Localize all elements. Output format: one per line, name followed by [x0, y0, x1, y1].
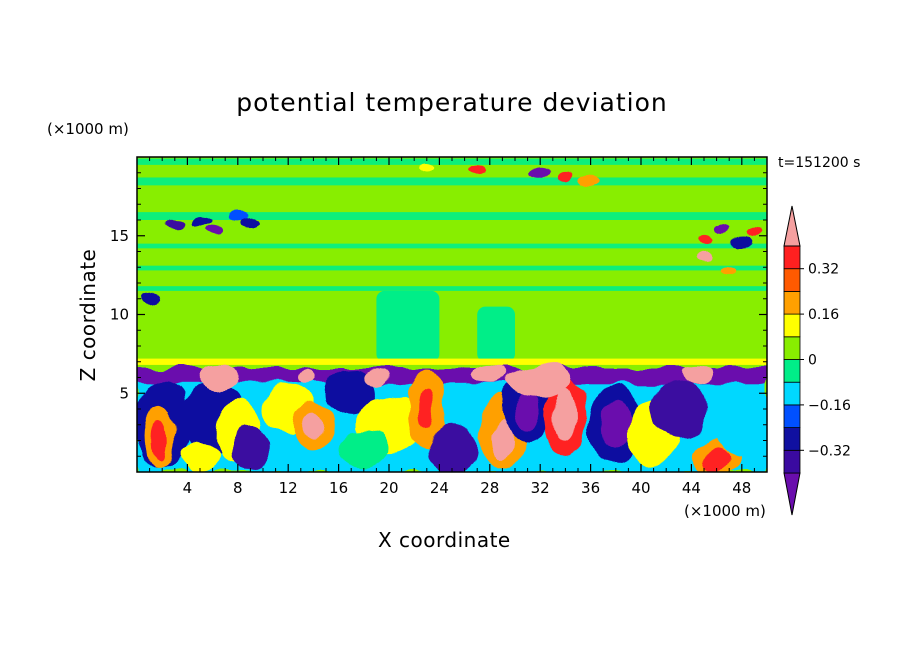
overshoot — [363, 369, 389, 386]
x-tick-label: 36 — [581, 479, 600, 497]
convective-layer — [137, 363, 767, 472]
perturbation — [203, 224, 222, 235]
colorbar-segment — [783, 268, 801, 292]
stratified-band — [137, 212, 767, 220]
y-axis-unit: (×1000 m) — [47, 120, 129, 138]
stratified-band — [137, 243, 767, 249]
stratified-band — [137, 158, 767, 165]
x-tick-label: 40 — [631, 479, 650, 497]
colorbar-label: 0 — [808, 353, 817, 369]
x-tick-label: 16 — [329, 479, 348, 497]
perturbation — [695, 254, 713, 265]
perturbation — [191, 215, 209, 225]
stratified-band — [137, 286, 767, 291]
perturbation — [581, 174, 600, 185]
perturbation — [241, 218, 260, 229]
colorbar-label: −0.16 — [808, 398, 851, 414]
colorbar-segment — [783, 381, 801, 406]
eddy — [600, 401, 631, 449]
x-tick-label: 24 — [430, 479, 449, 497]
y-axis: 5 10 15 — [110, 172, 767, 457]
stratified-band — [137, 265, 767, 271]
perturbation — [695, 233, 713, 244]
teal-plume — [376, 290, 440, 362]
perturbation — [556, 170, 575, 181]
x-tick-label: 8 — [233, 479, 243, 497]
eddy — [704, 448, 730, 471]
temperature-field — [137, 157, 767, 472]
overshoot — [508, 364, 572, 397]
colorbar-segment — [783, 290, 801, 315]
eddy — [555, 388, 576, 446]
y-tick-label: 10 — [110, 306, 129, 324]
x-tick-label: 44 — [682, 479, 701, 497]
colorbar-segment — [783, 359, 801, 383]
x-axis-unit: (×1000 m) — [684, 502, 766, 520]
y-tick-label: 15 — [110, 227, 129, 245]
x-tick-label: 48 — [732, 479, 751, 497]
overshoot — [198, 363, 240, 392]
eddy — [714, 393, 767, 457]
eddy — [181, 440, 219, 472]
perturbation — [713, 224, 732, 235]
inversion-negative — [137, 368, 767, 384]
perturbation — [228, 211, 247, 222]
eddy — [492, 420, 513, 461]
colorbar-label: 0.16 — [808, 307, 839, 323]
time-label: t=151200 s — [778, 155, 861, 171]
y-tick-label: 5 — [119, 384, 129, 402]
x-tick-label: 28 — [480, 479, 499, 497]
colorbar-segment — [783, 313, 801, 338]
colorbar-label: 0.32 — [808, 262, 839, 278]
upper-perturbations — [140, 161, 764, 304]
inversion-line — [137, 358, 767, 365]
overshoot — [470, 364, 509, 384]
perturbation — [720, 268, 739, 279]
colorbar-segment — [783, 245, 801, 270]
overshoot — [299, 369, 315, 386]
colorbar-segment — [783, 449, 801, 474]
eddy — [426, 424, 478, 472]
x-axis: 4 8 12 16 20 24 28 32 36 40 44 48 — [149, 157, 768, 497]
teal-plume — [477, 306, 515, 362]
colorbar-label: −0.32 — [808, 443, 851, 459]
eddy — [152, 420, 168, 461]
perturbation — [745, 227, 764, 238]
x-axis-label: X coordinate — [378, 528, 511, 552]
stratified-band — [137, 177, 767, 186]
perturbation — [165, 218, 184, 229]
colorbar-extend-low — [783, 472, 801, 516]
chart-title: potential temperature deviation — [236, 88, 668, 117]
eddy — [231, 426, 270, 471]
x-tick-label: 32 — [531, 479, 550, 497]
x-tick-label: 4 — [183, 479, 193, 497]
colorbar-segment — [783, 404, 801, 428]
eddy — [338, 429, 389, 468]
perturbation — [140, 293, 159, 304]
eddy — [304, 412, 323, 438]
x-tick-label: 20 — [379, 479, 398, 497]
colorbar-segment — [783, 336, 801, 360]
colorbar: 0.32 0.16 0 −0.16 −0.32 — [783, 205, 851, 516]
eddy — [419, 390, 435, 428]
eddy — [515, 390, 541, 428]
eddy — [651, 380, 707, 438]
x-tick-label: 12 — [279, 479, 298, 497]
perturbation — [468, 164, 487, 175]
perturbation — [417, 161, 436, 172]
overshoot — [681, 364, 715, 384]
perturbation — [732, 237, 751, 248]
colorbar-segment — [783, 427, 801, 451]
colorbar-extend-high — [783, 205, 801, 247]
perturbation — [531, 167, 550, 178]
eddy — [326, 369, 377, 417]
